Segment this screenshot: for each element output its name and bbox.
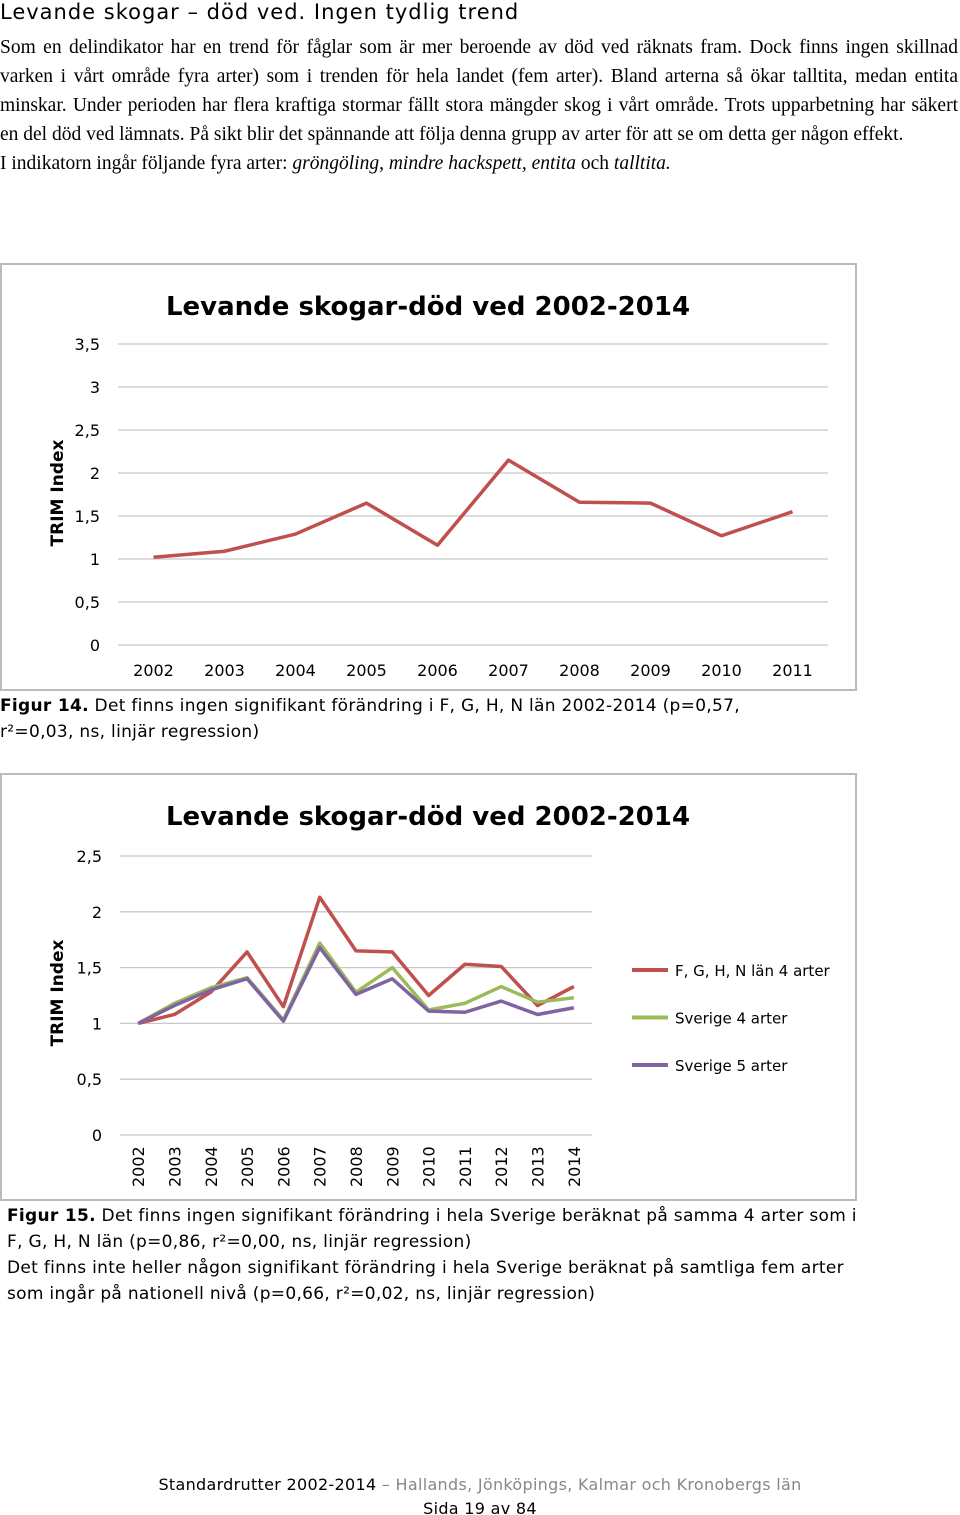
x-tick-label: 2012 [492, 1146, 511, 1187]
y-tick-label: 0,5 [75, 593, 100, 612]
caption: Figur 15. Det finns ingen signifikant fö… [7, 1203, 857, 1307]
footer-right: – Hallands, Jönköpings, Kalmar och Krono… [381, 1475, 802, 1494]
legend-label: Sverige 5 arter [675, 1057, 788, 1075]
x-tick-label: 2010 [701, 661, 742, 680]
heading: Levande skogar – död ved. Ingen tydlig t… [0, 0, 520, 24]
x-tick-label: 2006 [417, 661, 458, 680]
caption-text: Det finns ingen signifikant förändring i… [0, 696, 740, 742]
species-text: och [576, 153, 614, 174]
chart-frame [0, 263, 857, 691]
y-tick-label: 2,5 [75, 421, 100, 440]
x-tick-label: 2002 [129, 1146, 148, 1187]
data-line [137, 895, 575, 1026]
x-tick-label: 2007 [488, 661, 529, 680]
x-tick-label: 2004 [202, 1146, 221, 1187]
y-tick-label: 3 [90, 378, 100, 397]
x-tick-label: 2011 [456, 1146, 475, 1187]
footer: Standardrutter 2002-2014 – Hallands, Jön… [0, 1473, 960, 1515]
species-text: talltita. [613, 153, 671, 174]
x-tick-label: 2006 [274, 1146, 293, 1187]
y-tick-label: 2 [92, 903, 102, 922]
x-tick-label: 2014 [565, 1146, 584, 1187]
footer-left: Standardrutter 2002-2014 [158, 1475, 377, 1494]
y-axis-label: TRIM Index [48, 940, 68, 1047]
x-tick-label: 2003 [165, 1146, 184, 1187]
chart: Levande skogar-död ved 2002-2014 TRIM Ind… [0, 263, 857, 691]
y-tick-label: 0 [92, 1126, 102, 1145]
x-tick-label: 2002 [133, 661, 174, 680]
page-number: Sida 19 av 84 [423, 1499, 537, 1515]
y-tick-label: 1 [92, 1014, 102, 1033]
caption-label: Figur 15. [7, 1206, 96, 1226]
y-tick-label: 0,5 [77, 1070, 102, 1089]
y-tick-label: 1,5 [77, 959, 102, 978]
x-tick-label: 2008 [559, 661, 600, 680]
data-line [137, 945, 575, 1025]
species-line: I indikatorn ingår följande fyra arter: … [0, 153, 671, 174]
caption-extra: Det finns inte heller någon signifikant … [7, 1258, 844, 1304]
y-tick-label: 2 [90, 464, 100, 483]
body-text: Som en delindikator har en trend för fåg… [0, 33, 958, 178]
caption-text: Det finns ingen signifikant förändring i… [7, 1206, 857, 1252]
x-tick-label: 2010 [420, 1146, 439, 1187]
y-axis-label: TRIM Index [48, 440, 68, 547]
x-tick-label: 2003 [204, 661, 245, 680]
x-tick-label: 2005 [238, 1146, 257, 1187]
y-tick-label: 1 [90, 550, 100, 569]
legend-label: F, G, H, N län 4 arter [675, 962, 831, 980]
caption: Figur 14. Det finns ingen signifikant fö… [0, 693, 760, 745]
x-tick-label: 2004 [275, 661, 316, 680]
paragraph: Som en delindikator har en trend för fåg… [0, 37, 958, 145]
chart: Levande skogar-död ved 2002-2014 TRIM Ind… [0, 773, 857, 1201]
x-tick-label: 2009 [383, 1146, 402, 1187]
species-text: gröngöling, mindre hackspett, entita [292, 153, 577, 174]
x-tick-label: 2013 [529, 1146, 548, 1187]
legend-label: Sverige 4 arter [675, 1010, 788, 1028]
x-tick-label: 2005 [346, 661, 387, 680]
y-tick-label: 2,5 [77, 847, 102, 866]
x-tick-label: 2007 [311, 1146, 330, 1187]
chart-frame [0, 773, 857, 1201]
x-tick-label: 2008 [347, 1146, 366, 1187]
species-text: I indikatorn ingår följande fyra arter: [0, 153, 293, 174]
chart-title: Levande skogar-död ved 2002-2014 [166, 802, 690, 832]
y-tick-label: 1,5 [75, 507, 100, 526]
x-tick-label: 2011 [772, 661, 813, 680]
caption-label: Figur 14. [0, 696, 89, 716]
y-tick-label: 0 [90, 636, 100, 655]
data-line [153, 458, 794, 560]
x-tick-label: 2009 [630, 661, 671, 680]
chart-title: Levande skogar-död ved 2002-2014 [166, 292, 690, 322]
y-tick-label: 3,5 [75, 335, 100, 354]
